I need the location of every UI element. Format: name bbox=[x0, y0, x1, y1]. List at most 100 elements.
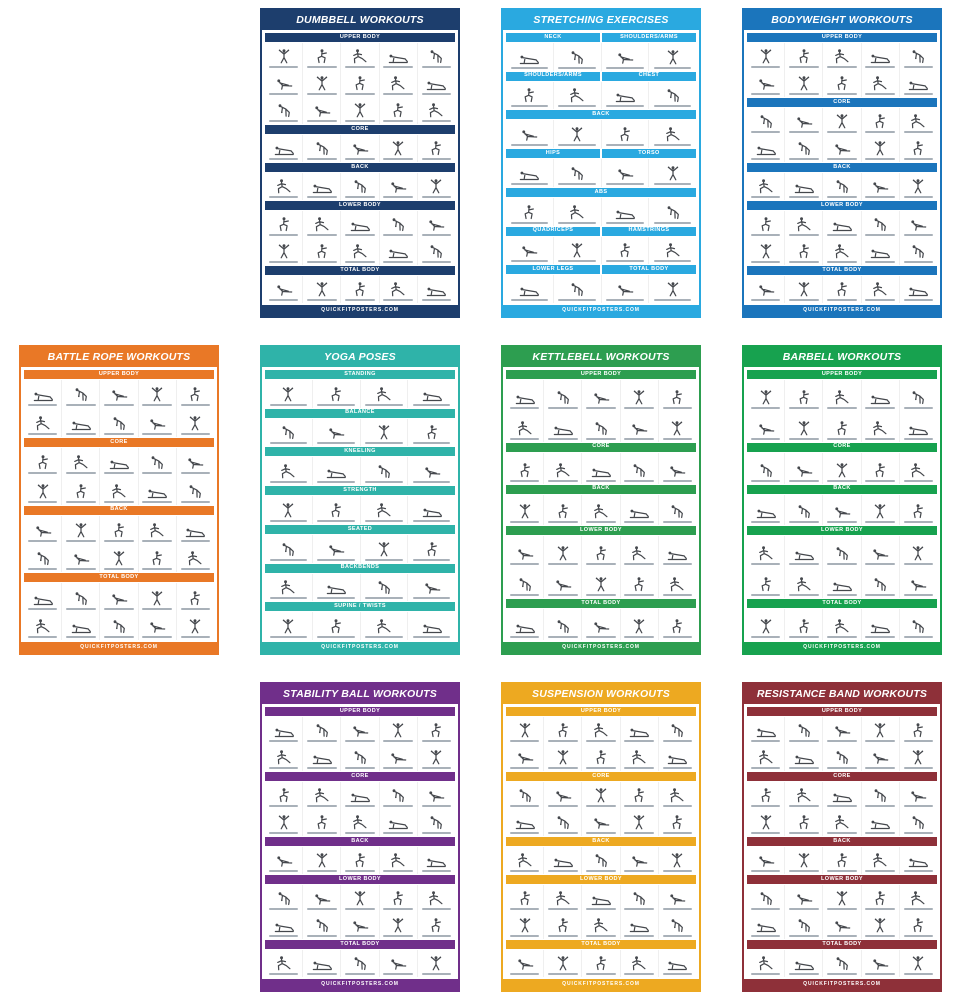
standing-press-figure-icon bbox=[798, 421, 810, 436]
exercise-cell bbox=[747, 135, 786, 162]
standing-press-figure-icon bbox=[874, 141, 886, 156]
lunge-figure-icon bbox=[555, 891, 570, 906]
exercise-cell bbox=[823, 717, 862, 744]
exercise-cell bbox=[900, 885, 937, 912]
seated-stretch-figure-icon bbox=[632, 424, 648, 435]
exercise-caption bbox=[345, 935, 375, 937]
exercise-cell bbox=[24, 515, 63, 544]
exercise-cell bbox=[900, 809, 937, 836]
plank-figure-icon bbox=[553, 858, 573, 868]
bent-over-row-figure-icon bbox=[836, 751, 848, 765]
bent-over-row-figure-icon bbox=[798, 142, 810, 156]
exercise-row bbox=[506, 912, 696, 939]
section-band: LOWER BODY bbox=[747, 201, 937, 210]
section-band: CORE bbox=[506, 442, 696, 452]
exercise-caption bbox=[903, 299, 934, 301]
lunge-figure-icon bbox=[391, 76, 405, 91]
exercise-caption bbox=[269, 597, 308, 600]
section-label: CORE bbox=[506, 442, 696, 452]
exercise-cell bbox=[506, 410, 545, 442]
plank-figure-icon bbox=[668, 755, 688, 765]
exercise-cell bbox=[265, 173, 304, 200]
exercise-caption bbox=[269, 442, 308, 445]
standing-press-figure-icon bbox=[316, 76, 328, 91]
exercise-cell bbox=[747, 782, 786, 809]
exercise-row bbox=[506, 410, 696, 442]
standing-press-figure-icon bbox=[278, 244, 289, 259]
squat-figure-icon bbox=[837, 853, 847, 868]
exercise-caption bbox=[624, 563, 654, 566]
exercise-cell bbox=[582, 494, 621, 526]
exercise-caption bbox=[27, 432, 58, 435]
plank-figure-icon bbox=[756, 923, 776, 933]
squat-figure-icon bbox=[875, 114, 886, 129]
exercise-caption bbox=[548, 479, 578, 482]
exercise-cell bbox=[747, 173, 786, 200]
lunge-figure-icon bbox=[570, 88, 584, 103]
exercise-cell bbox=[900, 609, 937, 640]
plank-figure-icon bbox=[591, 468, 611, 477]
exercise-caption bbox=[510, 144, 549, 147]
plank-figure-icon bbox=[274, 923, 294, 933]
exercise-caption bbox=[624, 594, 654, 597]
section-label: UPPER BODY bbox=[24, 370, 214, 379]
squat-figure-icon bbox=[331, 387, 342, 401]
poster-title: STRETCHING EXERCISES bbox=[503, 10, 699, 30]
exercise-cell bbox=[265, 43, 304, 70]
squat-figure-icon bbox=[634, 788, 645, 803]
bent-over-row-figure-icon bbox=[557, 816, 569, 830]
exercise-cell bbox=[544, 717, 583, 744]
exercise-cell bbox=[380, 238, 418, 265]
exercise-caption bbox=[509, 832, 540, 834]
exercise-cell bbox=[900, 567, 937, 598]
bent-over-row-figure-icon bbox=[571, 283, 584, 297]
lunge-figure-icon bbox=[391, 853, 405, 868]
exercise-cell bbox=[785, 494, 824, 526]
exercise-caption bbox=[827, 908, 857, 910]
bent-over-row-figure-icon bbox=[354, 180, 366, 194]
exercise-caption bbox=[509, 437, 540, 440]
plank-figure-icon bbox=[33, 392, 53, 402]
exercise-caption bbox=[548, 767, 578, 769]
exercise-caption bbox=[606, 260, 644, 263]
plank-figure-icon bbox=[109, 460, 129, 470]
exercise-row bbox=[24, 408, 214, 437]
exercise-cell bbox=[621, 536, 659, 568]
exercise-caption bbox=[421, 832, 452, 834]
exercise-row bbox=[265, 135, 455, 162]
section-label: LOWER BODY bbox=[265, 201, 455, 210]
exercise-cell bbox=[582, 744, 621, 771]
plank-figure-icon bbox=[794, 961, 814, 971]
exercise-caption bbox=[180, 472, 211, 475]
section-label: CORE bbox=[747, 772, 937, 781]
exercise-cell bbox=[862, 173, 900, 200]
exercise-caption bbox=[412, 442, 451, 445]
exercise-caption bbox=[268, 93, 299, 95]
seated-stretch-figure-icon bbox=[911, 580, 927, 591]
exercise-caption bbox=[865, 131, 895, 133]
seated-stretch-figure-icon bbox=[670, 466, 686, 477]
lunge-figure-icon bbox=[391, 282, 405, 297]
exercise-caption bbox=[383, 93, 413, 95]
poster-title: SUSPENSION WORKOUTS bbox=[503, 684, 699, 704]
exercise-caption bbox=[865, 594, 895, 597]
lunge-figure-icon bbox=[517, 421, 532, 436]
exercise-caption bbox=[653, 66, 692, 69]
poster-bodyweight-workouts: BODYWEIGHT WORKOUTS UPPER BODY CORE BACK LO… bbox=[742, 8, 942, 318]
exercise-cell bbox=[313, 573, 361, 602]
poster-body: STANDING BALANCE KNEELING STRENGTH SEATED BAC… bbox=[262, 367, 458, 642]
exercise-caption bbox=[827, 594, 857, 597]
exercise-caption bbox=[104, 404, 134, 407]
exercise-caption bbox=[903, 563, 934, 566]
standing-press-figure-icon bbox=[278, 49, 289, 64]
standing-press-figure-icon bbox=[557, 546, 569, 561]
exercise-caption bbox=[606, 299, 644, 302]
exercise-caption bbox=[789, 158, 819, 160]
exercise-cell bbox=[506, 380, 545, 411]
exercise-cell bbox=[408, 574, 455, 602]
exercise-caption bbox=[827, 767, 857, 769]
exercise-cell bbox=[100, 476, 139, 505]
exercise-caption bbox=[66, 607, 96, 610]
section-label: LOWER BODY bbox=[265, 875, 455, 884]
section-label: TOTAL BODY bbox=[265, 266, 455, 275]
